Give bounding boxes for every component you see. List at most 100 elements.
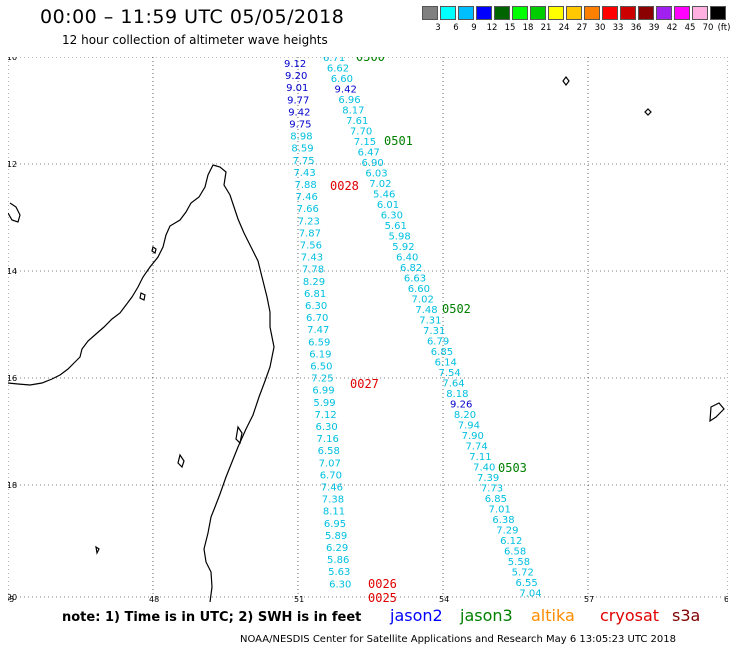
wave-height-value: 7.66 [297, 204, 319, 215]
longitude-label: 60 [724, 595, 728, 602]
wave-height-value: 7.31 [423, 326, 445, 337]
wave-height-value: 7.46 [296, 192, 318, 203]
wave-height-value: 5.92 [392, 242, 414, 253]
wave-height-value: 7.54 [439, 368, 461, 379]
wave-height-value: 6.50 [310, 362, 332, 373]
color-swatch [458, 6, 474, 20]
pass-time-label: 0500 [356, 57, 385, 64]
wave-height-value: 7.64 [442, 379, 464, 390]
color-swatch [494, 6, 510, 20]
color-swatch [656, 6, 672, 20]
footer-credit: NOAA/NESDIS Center for Satellite Applica… [240, 634, 676, 645]
map-panel: 9.129.209.019.779.429.758.988.597.757.43… [8, 57, 728, 602]
wave-height-value: 7.90 [462, 431, 484, 442]
satellite-legend-entry: altika [531, 606, 575, 625]
color-scale-label: 18 [522, 23, 534, 33]
pass-time-label: 0502 [442, 302, 471, 316]
color-scale-label: 70 [702, 23, 714, 33]
satellite-legend-entry: cryosat [600, 606, 660, 625]
wave-height-value: 6.38 [492, 515, 514, 526]
wave-height-value: 5.99 [313, 398, 335, 409]
wave-height-value: 7.04 [519, 589, 541, 600]
pass-time-label: 0025 [368, 591, 397, 602]
wave-height-value: 5.63 [328, 567, 350, 578]
latitude-label: -12 [8, 160, 17, 169]
color-swatch [476, 6, 492, 20]
wave-height-value: 6.58 [318, 446, 340, 457]
wave-height-value: 6.99 [312, 386, 334, 397]
wave-height-value: 7.48 [415, 305, 437, 316]
wave-height-value: 6.40 [396, 253, 418, 264]
color-swatch [440, 6, 456, 20]
wave-height-value: 9.42 [288, 107, 310, 118]
wave-height-value: 9.01 [286, 83, 308, 94]
wave-height-value: 5.98 [388, 232, 410, 243]
wave-height-value: 8.20 [454, 410, 476, 421]
color-scale-label: 30 [594, 23, 606, 33]
longitude-label: 45 [8, 595, 14, 602]
wave-height-value: 8.17 [342, 106, 364, 117]
coastline-madagascar [8, 76, 725, 602]
wave-height-value: 8.98 [290, 132, 312, 143]
wave-height-value: 6.14 [435, 358, 457, 369]
wave-height-value: 6.85 [485, 494, 507, 505]
pass-time-label: 0501 [384, 134, 413, 148]
pass-time-label: 0028 [330, 179, 359, 193]
wave-height-value: 5.58 [508, 557, 530, 568]
wave-height-value: 6.95 [324, 519, 346, 530]
wave-height-value: 6.29 [326, 543, 348, 554]
wave-height-value: 6.55 [516, 578, 538, 589]
wave-height-value: 7.47 [307, 325, 329, 336]
wave-height-value: 6.70 [320, 470, 342, 481]
pass-time-label: 0026 [368, 577, 397, 591]
color-swatch [602, 6, 618, 20]
wave-height-value: 7.15 [354, 137, 376, 148]
color-scale-label: 24 [558, 23, 570, 33]
latitude-label: -18 [8, 481, 17, 490]
latitude-label: -16 [8, 374, 17, 383]
longitude-label: 57 [584, 595, 594, 602]
latitude-label: -10 [8, 57, 17, 62]
chart-subtitle: 12 hour collection of altimeter wave hei… [62, 33, 328, 47]
color-scale-label: 42 [666, 23, 678, 33]
wave-height-value: 7.43 [301, 253, 323, 264]
altimeter-track-east: 6.716.626.609.426.968.177.617.707.156.47… [323, 57, 542, 600]
wave-height-value: 6.90 [362, 158, 384, 169]
wave-height-value: 5.61 [385, 221, 407, 232]
wave-height-value: 6.30 [329, 579, 351, 590]
wave-height-value: 7.39 [477, 473, 499, 484]
wave-height-value: 9.42 [335, 85, 357, 96]
wave-height-value: 7.16 [317, 434, 339, 445]
pass-time-label: 0027 [350, 377, 379, 391]
wave-height-value: 5.89 [325, 531, 347, 542]
wave-height-value: 5.46 [373, 190, 395, 201]
wave-height-value: 7.38 [322, 495, 344, 506]
color-scale-label: 21 [540, 23, 552, 33]
wave-height-value: 7.61 [346, 116, 368, 127]
wave-height-value: 7.31 [419, 316, 441, 327]
wave-height-value: 9.26 [450, 400, 472, 411]
color-scale-label: 27 [576, 23, 588, 33]
wave-height-value: 6.30 [381, 211, 403, 222]
axis-tick-labels: -10 -12 -14 -16 -18 -2045 48 51 54 57 60 [8, 57, 728, 602]
wave-height-value: 8.29 [303, 277, 325, 288]
satellite-legend-entry: s3a [672, 606, 701, 625]
color-scale-label: 45 [684, 23, 696, 33]
wave-height-value: 7.70 [350, 127, 372, 138]
wave-height-value: 6.81 [304, 289, 326, 300]
wave-height-value: 6.79 [427, 337, 449, 348]
wave-height-value: 7.25 [311, 374, 333, 385]
wave-height-value: 7.40 [473, 463, 495, 474]
color-swatch [584, 6, 600, 20]
color-swatch [710, 6, 726, 20]
wave-height-value: 9.20 [285, 71, 307, 82]
wave-height-value: 9.12 [284, 59, 306, 70]
wave-height-value: 7.02 [412, 295, 434, 306]
wave-height-value: 7.43 [293, 168, 315, 179]
color-scale-label: 15 [504, 23, 516, 33]
wave-height-value: 6.60 [408, 284, 430, 295]
color-scale-label: 36 [630, 23, 642, 33]
color-scale-label: 39 [648, 23, 660, 33]
color-swatch [548, 6, 564, 20]
